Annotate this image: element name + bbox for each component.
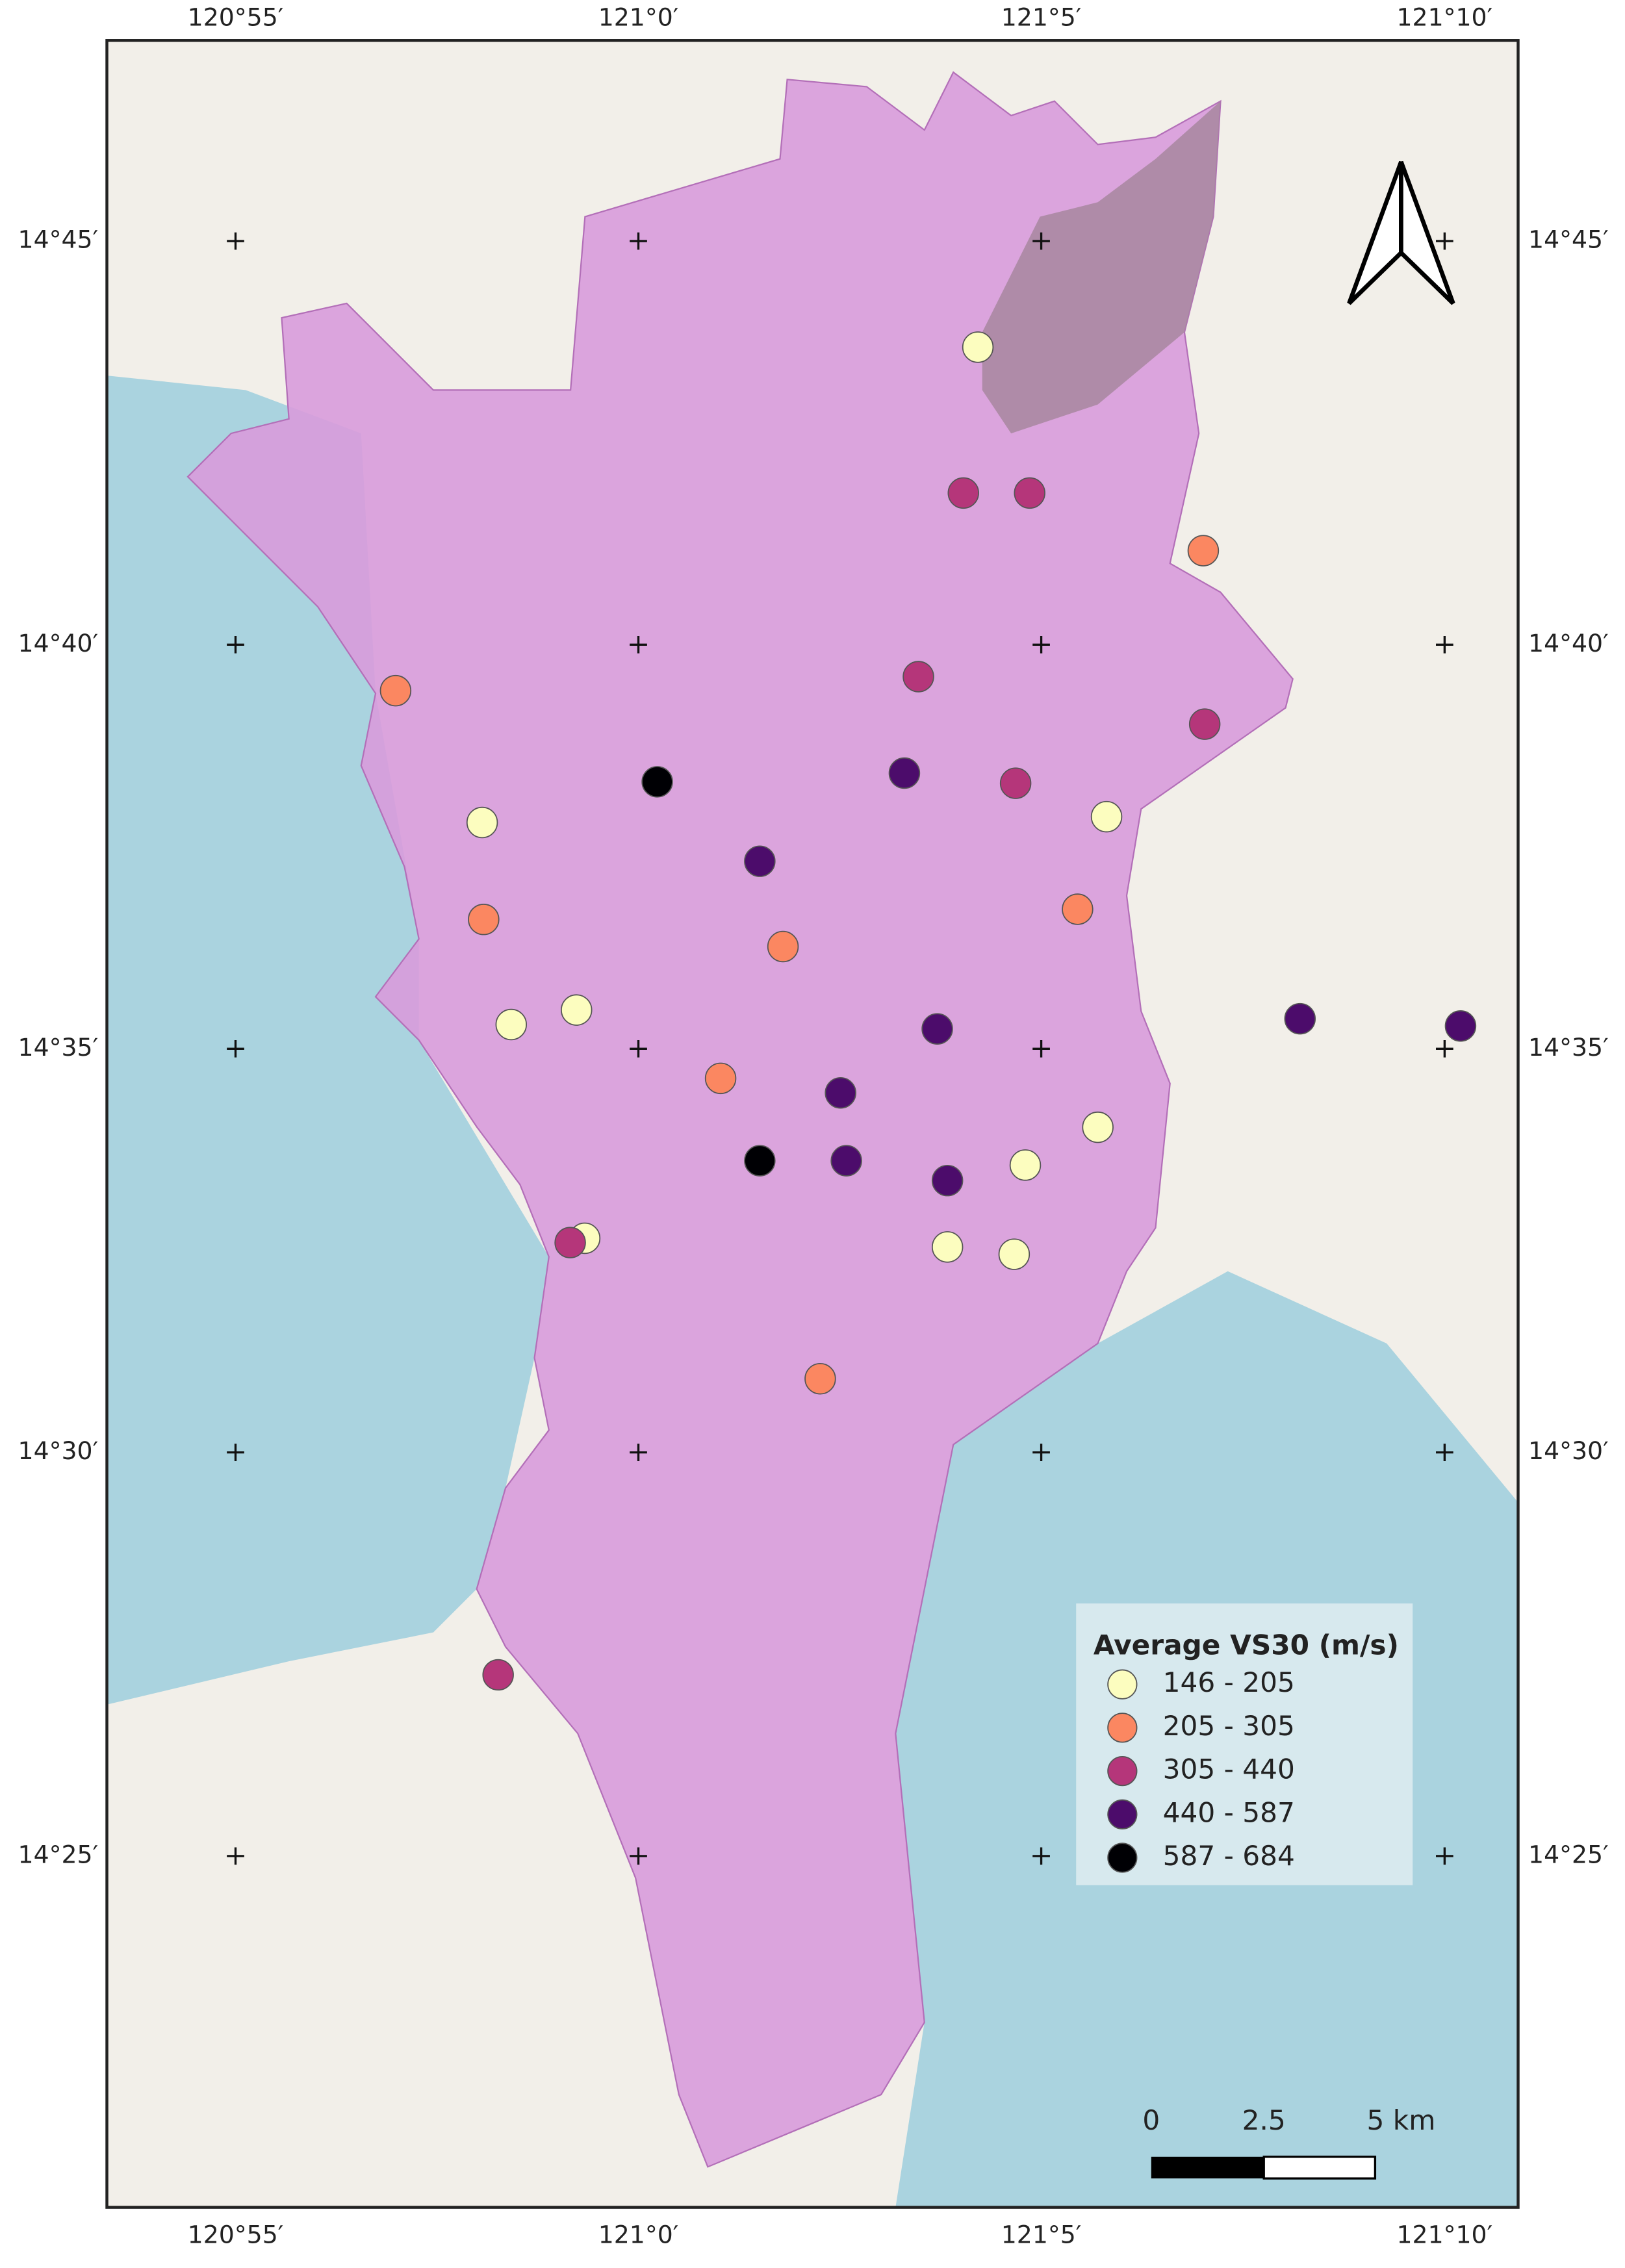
- lon-tick-label: 121°10′: [1397, 3, 1493, 31]
- grid-cross: [1032, 1847, 1050, 1865]
- grid-cross: [1436, 1039, 1453, 1058]
- grid-cross: [1032, 1444, 1050, 1461]
- site-point: [947, 477, 979, 509]
- site-point: [767, 930, 799, 963]
- grid-cross: [227, 1444, 244, 1461]
- lat-tick-label: 14°45′: [18, 225, 99, 254]
- site-point: [1009, 1149, 1042, 1181]
- grid-cross: [630, 232, 647, 250]
- grid-cross: [1032, 1039, 1050, 1058]
- lat-tick-label: 14°40′: [18, 629, 99, 657]
- legend-title: Average VS30 (m/s): [1094, 1629, 1399, 1661]
- lat-tick-label: 14°35′: [1528, 1033, 1609, 1062]
- grid-cross: [630, 635, 647, 654]
- lon-tick-label: 121°5′: [1001, 2221, 1082, 2249]
- legend-swatch: [1107, 1842, 1138, 1873]
- site-point: [962, 331, 994, 363]
- site-point: [379, 674, 412, 707]
- lon-tick-label: 121°0′: [598, 2221, 679, 2249]
- site-point: [931, 1164, 964, 1197]
- north-arrow-right: [1399, 160, 1455, 305]
- lat-tick-label: 14°45′: [1528, 225, 1609, 254]
- scale-label: 5 km: [1366, 2104, 1435, 2136]
- lon-tick-label: 121°0′: [598, 3, 679, 31]
- lat-tick-label: 14°30′: [1528, 1436, 1609, 1465]
- grid-cross: [1032, 635, 1050, 654]
- grid-cross: [1436, 635, 1453, 654]
- grid-cross: [630, 1444, 647, 1461]
- site-point: [704, 1062, 737, 1095]
- site-point: [1444, 1010, 1477, 1042]
- site-point: [1188, 708, 1221, 740]
- manila-bay: [107, 376, 549, 1705]
- grid-cross: [630, 1039, 647, 1058]
- grid-cross: [630, 1847, 647, 1865]
- lon-tick-label: 120°55′: [188, 2221, 284, 2249]
- site-point: [744, 845, 776, 877]
- site-point: [902, 661, 934, 693]
- grid-cross: [227, 232, 244, 250]
- grid-cross: [1436, 1847, 1453, 1865]
- site-point: [561, 994, 593, 1026]
- site-point: [825, 1077, 856, 1109]
- grid-cross: [227, 1039, 244, 1058]
- lat-tick-label: 14°35′: [18, 1033, 99, 1062]
- lon-tick-label: 120°55′: [188, 3, 284, 31]
- legend-label: 305 - 440: [1163, 1753, 1295, 1785]
- legend-swatch: [1107, 1669, 1138, 1700]
- grid-cross: [227, 635, 244, 654]
- grid-cross: [1032, 232, 1050, 250]
- site-point: [1014, 477, 1045, 509]
- site-point: [1284, 1002, 1316, 1035]
- lat-tick-label: 14°25′: [1528, 1840, 1609, 1868]
- grid-cross: [1436, 232, 1453, 250]
- grid-cross: [1436, 1444, 1453, 1461]
- site-point: [1090, 800, 1123, 833]
- site-point: [998, 1238, 1030, 1270]
- site-point: [888, 757, 921, 789]
- site-point: [744, 1145, 776, 1177]
- legend-label: 205 - 305: [1163, 1710, 1295, 1742]
- site-point: [931, 1231, 964, 1263]
- legend-swatch: [1107, 1799, 1138, 1829]
- lon-tick-label: 121°10′: [1397, 2221, 1493, 2249]
- scale-label: 2.5: [1242, 2104, 1286, 2136]
- scale-label: 0: [1142, 2104, 1160, 2136]
- site-point: [1082, 1111, 1114, 1143]
- legend-label: 440 - 587: [1163, 1796, 1295, 1828]
- lat-tick-label: 14°30′: [18, 1436, 99, 1465]
- site-point: [495, 1008, 528, 1041]
- scale-bar-white: [1262, 2156, 1377, 2180]
- site-point: [468, 903, 500, 936]
- grid-cross: [227, 1847, 244, 1865]
- site-point: [554, 1227, 586, 1258]
- legend-swatch: [1107, 1755, 1138, 1787]
- lat-tick-label: 14°25′: [18, 1840, 99, 1868]
- site-point: [1062, 893, 1094, 925]
- site-point: [999, 767, 1032, 799]
- site-point: [1187, 535, 1220, 567]
- metro-manila-area: [186, 71, 1294, 2168]
- legend-box: [1076, 1603, 1413, 1885]
- site-point: [830, 1145, 862, 1177]
- site-point: [921, 1013, 953, 1045]
- scale-bar-black: [1151, 2156, 1264, 2179]
- site-point: [466, 806, 498, 839]
- lon-tick-label: 121°5′: [1001, 3, 1082, 31]
- legend-label: 587 - 684: [1163, 1840, 1295, 1872]
- la-mesa-reservation: [982, 101, 1221, 434]
- north-arrow: [1347, 160, 1455, 305]
- lat-tick-label: 14°40′: [1528, 629, 1609, 657]
- site-point: [641, 766, 673, 798]
- site-point: [804, 1363, 836, 1395]
- legend-swatch: [1107, 1713, 1138, 1743]
- map-frame: [105, 39, 1520, 2209]
- site-point: [482, 1659, 514, 1691]
- legend-label: 146 - 205: [1163, 1666, 1295, 1698]
